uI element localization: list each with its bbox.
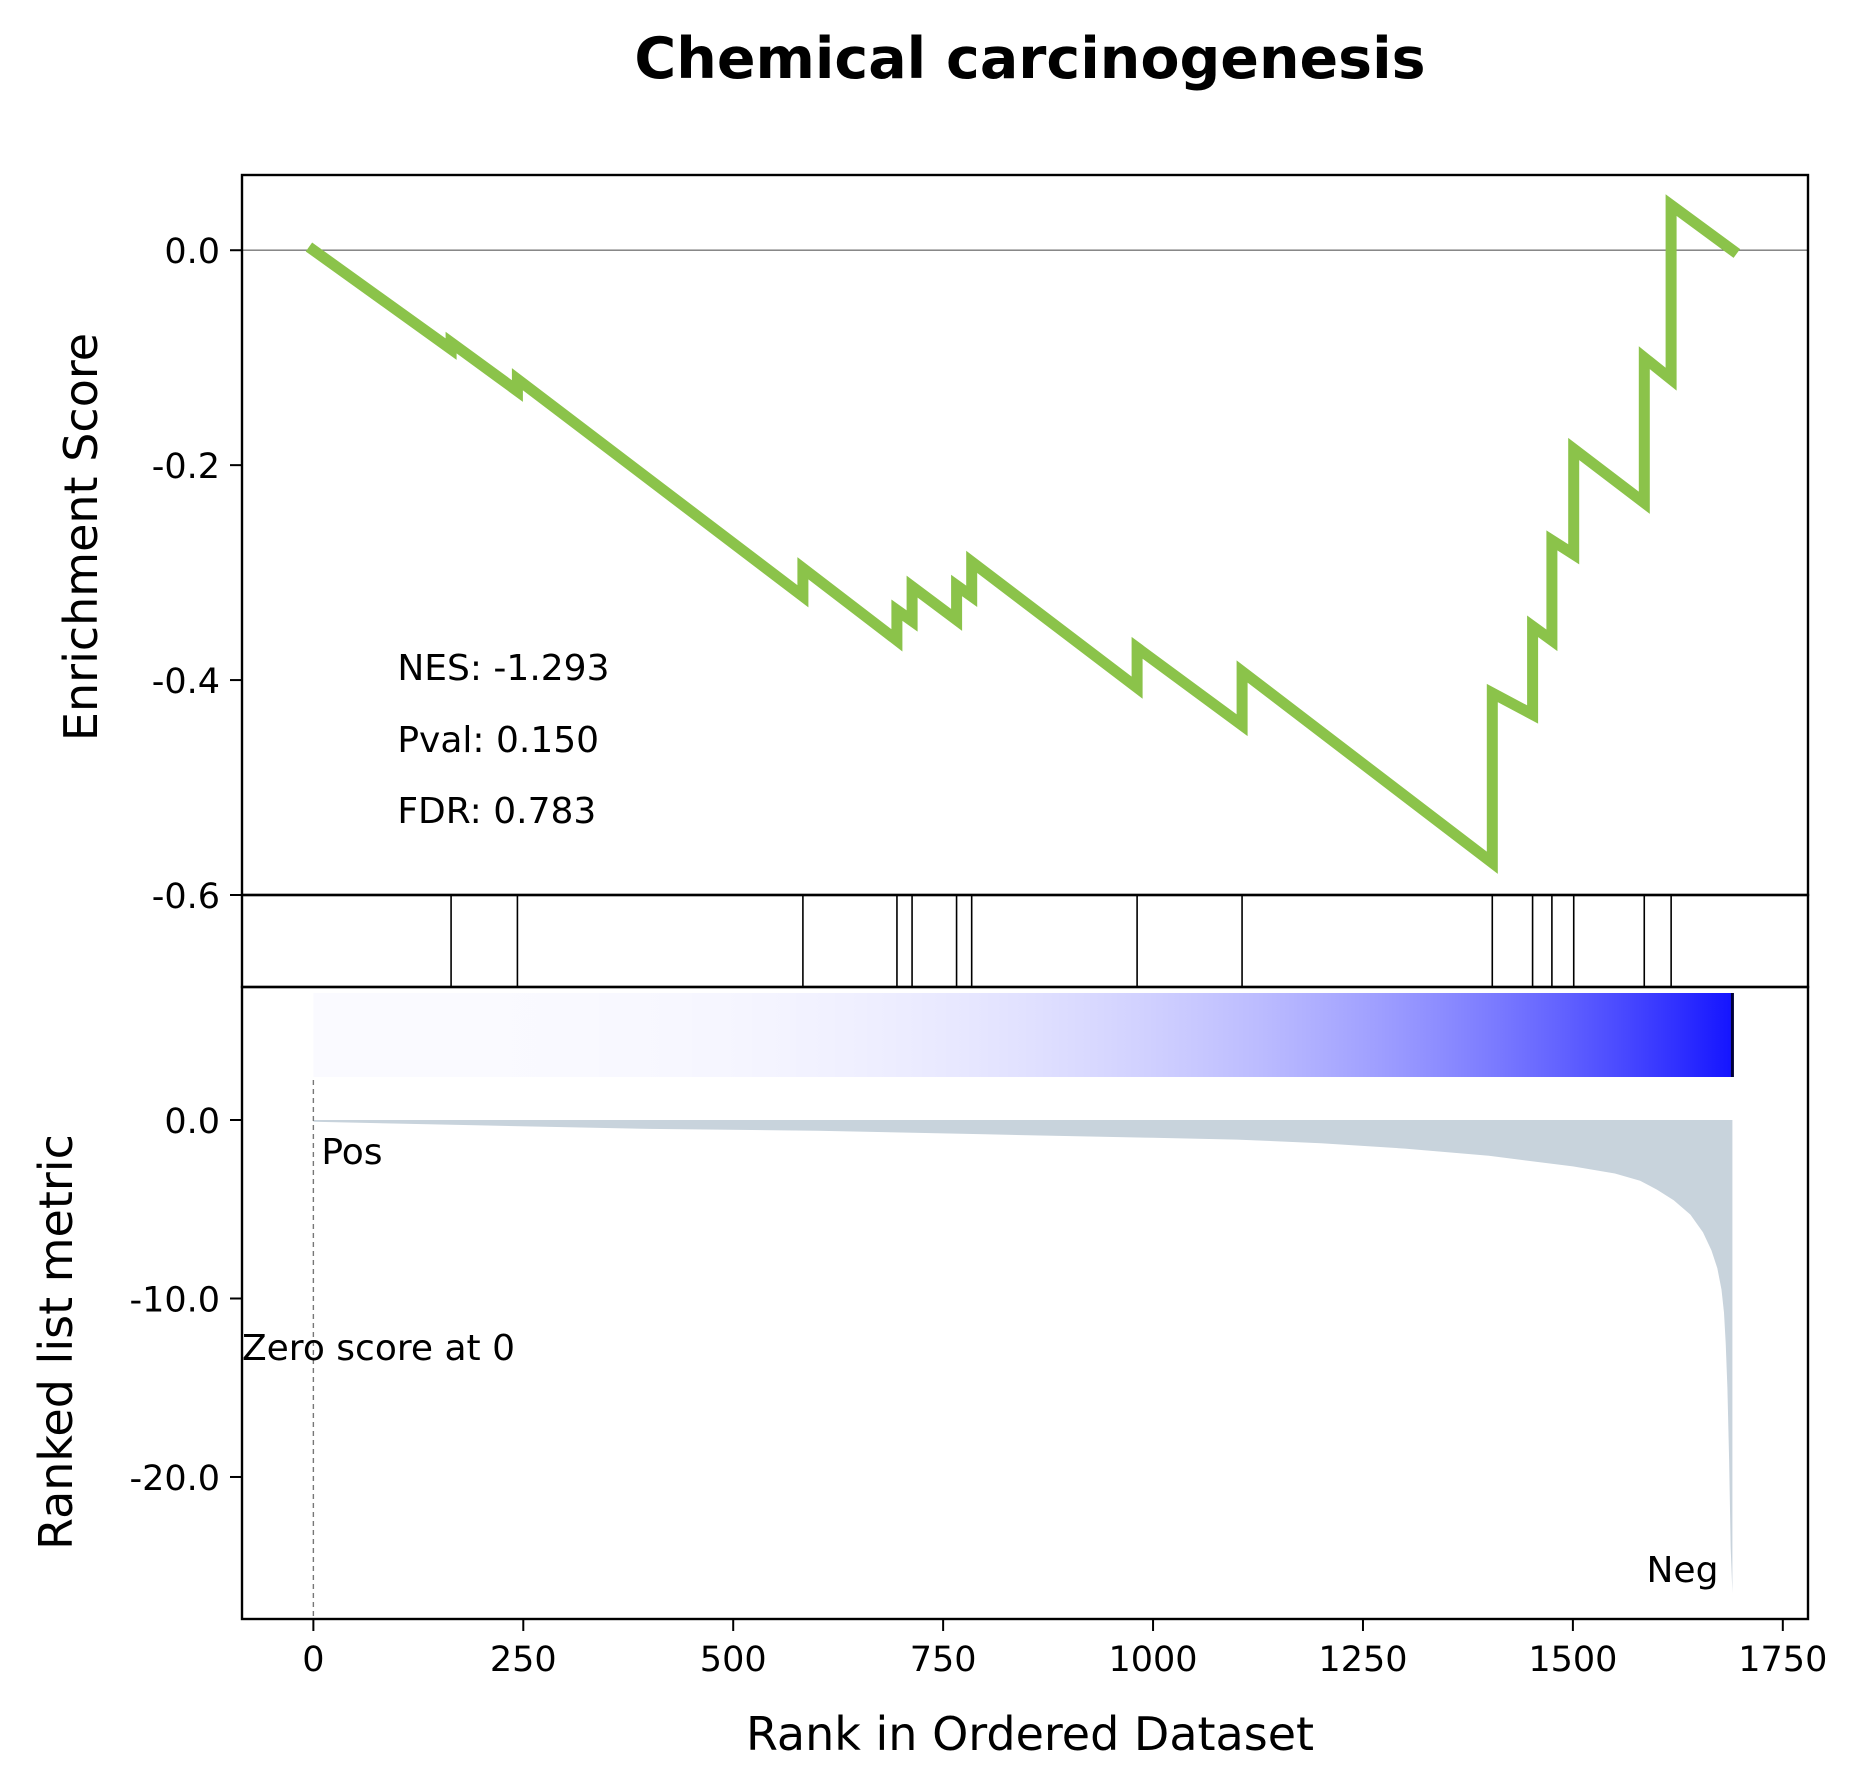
x-tick-label: 1750 bbox=[1738, 1640, 1827, 1680]
bottom-y-ticks: 0.0 -10.0 -20.0 bbox=[129, 1102, 242, 1499]
bottom-y-tick-label: -20.0 bbox=[129, 1459, 220, 1499]
hit-lines bbox=[450, 895, 1672, 987]
neg-label: Neg bbox=[1646, 1550, 1718, 1591]
nes-annotation: NES: -1.293 bbox=[397, 648, 609, 689]
top-y-tick-label: -0.6 bbox=[152, 877, 220, 917]
x-tick-label: 1250 bbox=[1318, 1640, 1407, 1680]
chart-title: Chemical carcinogenesis bbox=[634, 26, 1425, 92]
zero-score-annotation: Zero score at 0 bbox=[242, 1328, 515, 1369]
x-tick-label: 750 bbox=[910, 1640, 977, 1680]
top-y-tick-label: 0.0 bbox=[164, 232, 220, 272]
hits-panel bbox=[240, 893, 1810, 989]
ranked-metric-area bbox=[313, 1120, 1733, 1593]
ranked-metric-panel-frame bbox=[240, 985, 1810, 1621]
top-y-ticks: 0.0 -0.2 -0.4 -0.6 bbox=[152, 232, 242, 917]
y-axis-label-top: Enrichment Score bbox=[54, 333, 108, 741]
x-tick-label: 500 bbox=[700, 1640, 767, 1680]
enrichment-score-line bbox=[305, 194, 1741, 874]
pos-label: Pos bbox=[321, 1132, 382, 1173]
x-axis-ticks: 0 250 500 750 1000 1250 1500 1750 bbox=[302, 1619, 1827, 1680]
rank-heat-bar bbox=[313, 993, 1733, 1077]
x-tick-label: 1500 bbox=[1528, 1640, 1617, 1680]
bottom-y-tick-label: 0.0 bbox=[164, 1102, 220, 1142]
enrichment-panel: 0.0-0.2-0.4-0.6 NES: -1.293 Pval: 0.150 … bbox=[152, 173, 1810, 917]
x-axis-label: Rank in Ordered Dataset bbox=[746, 1707, 1314, 1761]
top-y-tick-label: -0.2 bbox=[152, 447, 220, 487]
bottom-y-tick-label: -10.0 bbox=[129, 1280, 220, 1320]
ranked-metric-panel: Zero score at 0 Pos Neg 0.0 -10.0 -20.0 bbox=[129, 985, 1810, 1621]
y-axis-label-bottom: Ranked list metric bbox=[29, 1134, 83, 1550]
fdr-annotation: FDR: 0.783 bbox=[397, 791, 596, 832]
x-tick-label: 0 bbox=[302, 1640, 324, 1680]
top-y-tick-label: -0.4 bbox=[152, 662, 220, 702]
x-tick-label: 1000 bbox=[1109, 1640, 1198, 1680]
pval-annotation: Pval: 0.150 bbox=[397, 720, 599, 761]
x-tick-label: 250 bbox=[490, 1640, 557, 1680]
